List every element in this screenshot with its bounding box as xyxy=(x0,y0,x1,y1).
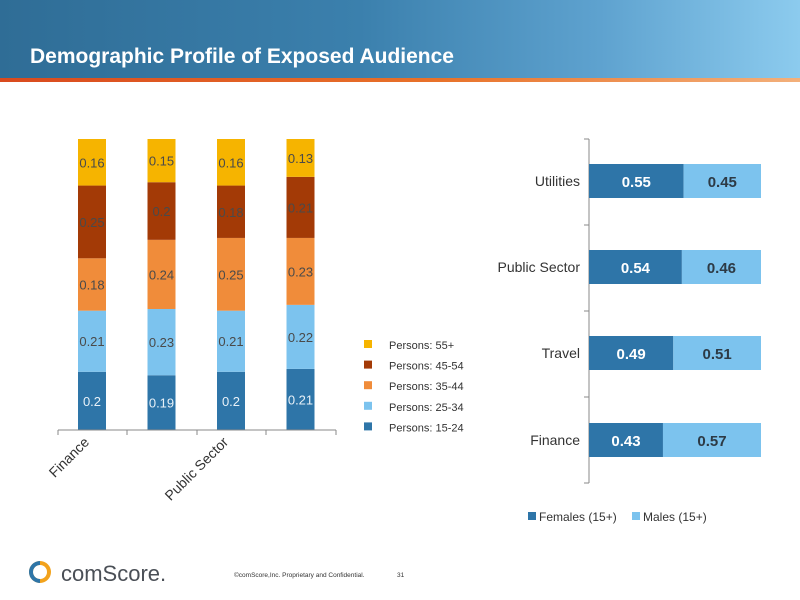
data-label: 0.21 xyxy=(79,334,104,349)
data-label: 0.18 xyxy=(79,278,104,293)
data-label: 0.16 xyxy=(218,155,243,170)
data-label: 0.23 xyxy=(149,335,174,350)
data-label: 0.18 xyxy=(218,205,243,220)
data-label: 0.57 xyxy=(697,433,726,450)
bar-segment xyxy=(147,239,176,309)
data-label: 0.22 xyxy=(288,330,313,345)
legend-swatch xyxy=(632,512,640,520)
bar-segment xyxy=(662,423,761,457)
data-label: 0.51 xyxy=(703,346,732,363)
slide-title: Demographic Profile of Exposed Audience xyxy=(30,45,454,68)
bar-segment xyxy=(78,310,106,372)
bar-segment xyxy=(286,304,315,369)
data-label: 0.19 xyxy=(149,396,174,411)
bar-segment xyxy=(147,308,176,376)
data-label: 0.25 xyxy=(79,215,104,230)
page-number: 31 xyxy=(397,572,405,579)
data-label: 0.46 xyxy=(707,260,736,277)
y-tick-label: Utilities xyxy=(535,173,580,189)
y-tick-label: Finance xyxy=(530,432,580,448)
bar-segment xyxy=(589,164,684,198)
data-label: 0.21 xyxy=(218,334,243,349)
data-label: 0.21 xyxy=(288,200,313,215)
bar-segment xyxy=(147,182,176,240)
data-label: 0.54 xyxy=(621,260,651,277)
bar-segment xyxy=(78,185,106,259)
legend-swatch xyxy=(364,422,372,431)
bar-segment xyxy=(217,310,245,372)
legend-swatch xyxy=(528,512,536,520)
bar-segment xyxy=(589,250,682,284)
legend-label: Males (15+) xyxy=(643,510,707,524)
data-label: 0.16 xyxy=(79,155,104,170)
bar-segment xyxy=(217,139,245,186)
y-tick-label: Travel xyxy=(542,345,580,361)
legend-swatch xyxy=(364,360,372,369)
bar-segment xyxy=(78,371,106,430)
data-label: 0.13 xyxy=(288,151,313,166)
bar-segment xyxy=(217,185,245,238)
bar-segment xyxy=(681,250,761,284)
bar-segment xyxy=(78,139,106,186)
legend-swatch xyxy=(364,381,372,390)
bar-segment xyxy=(217,371,245,430)
x-tick-label: Public Sector xyxy=(161,434,231,504)
data-label: 0.45 xyxy=(708,174,737,191)
logo-wordmark: comScore. xyxy=(61,561,166,586)
bar-segment xyxy=(217,237,245,311)
comscore-logo-icon: comScore. xyxy=(29,561,166,586)
data-label: 0.2 xyxy=(222,394,240,409)
data-label: 0.49 xyxy=(617,346,646,363)
data-label: 0.15 xyxy=(149,154,174,169)
data-label: 0.55 xyxy=(622,174,651,191)
title-underline xyxy=(0,78,800,82)
y-tick-label: Public Sector xyxy=(498,259,581,275)
data-label: 0.2 xyxy=(83,394,101,409)
bar-segment xyxy=(589,423,663,457)
data-label: 0.21 xyxy=(288,392,313,407)
legend-label: Females (15+) xyxy=(539,510,617,524)
bar-segment xyxy=(673,336,761,370)
data-label: 0.23 xyxy=(288,264,313,279)
footer-copyright: ©comScore,Inc. Proprietary and Confident… xyxy=(234,572,365,579)
legend-label: Persons: 35-44 xyxy=(389,381,464,393)
bar-segment xyxy=(286,139,315,177)
legend-label: Persons: 45-54 xyxy=(389,361,464,373)
bar-segment xyxy=(286,368,315,430)
bar-segment xyxy=(147,375,176,430)
data-label: 0.24 xyxy=(149,267,174,282)
data-label: 0.25 xyxy=(218,267,243,282)
legend-label: Persons: 55+ xyxy=(389,340,454,352)
title-banner xyxy=(0,0,800,78)
legend-label: Persons: 15-24 xyxy=(389,422,464,434)
bar-segment xyxy=(78,258,106,311)
legend-label: Persons: 25-34 xyxy=(389,402,464,414)
x-tick-label: Finance xyxy=(46,434,93,481)
data-label: 0.2 xyxy=(152,204,170,219)
bar-segment xyxy=(286,237,315,305)
bar-segment xyxy=(683,164,761,198)
data-label: 0.43 xyxy=(611,433,640,450)
bar-segment xyxy=(286,176,315,238)
legend-swatch xyxy=(364,340,372,348)
bar-segment xyxy=(147,139,176,183)
bar-segment xyxy=(589,336,674,370)
legend-swatch xyxy=(364,401,372,410)
